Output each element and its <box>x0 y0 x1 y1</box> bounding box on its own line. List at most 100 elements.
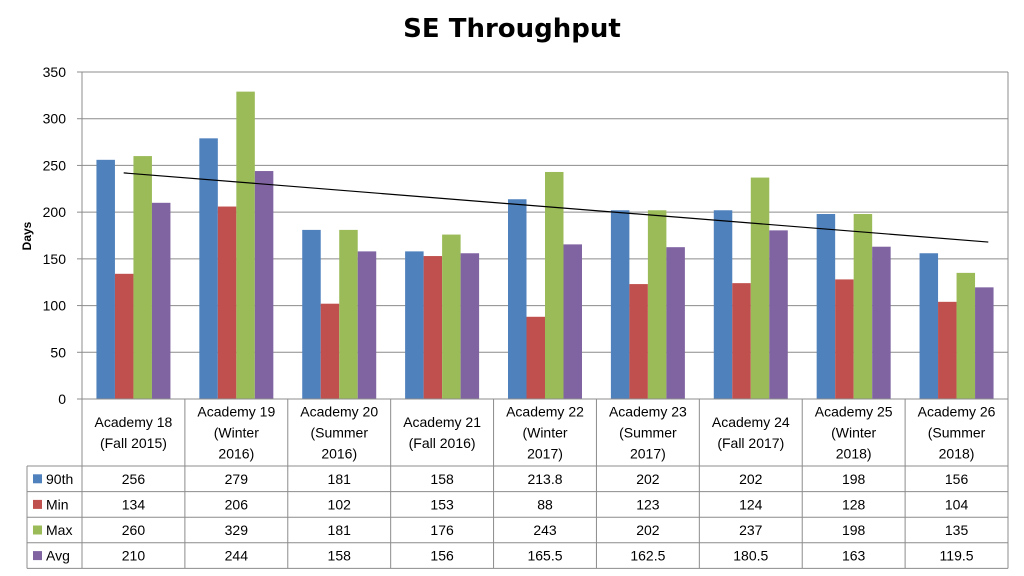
bar-90th <box>405 251 424 399</box>
x-category-label: Academy 21 (Fall 2016) <box>403 414 481 451</box>
x-category-label: Academy 19 (Winter 2016) <box>197 404 275 462</box>
x-category-label: Academy 24 (Fall 2017) <box>712 414 790 451</box>
bar-max <box>133 156 152 399</box>
y-tick-label: 0 <box>58 391 66 407</box>
legend-key-max <box>33 525 42 535</box>
legend-key-avg <box>33 551 42 561</box>
data-label-min: 104 <box>945 496 969 512</box>
data-label-90th: 158 <box>430 471 454 487</box>
legend-label-90th: 90th <box>46 471 73 487</box>
bar-avg <box>357 251 377 399</box>
bar-90th <box>713 210 733 399</box>
y-axis-label: Days <box>20 221 34 250</box>
x-category-label: Academy 23 (Summer 2017) <box>609 404 687 462</box>
bar-min <box>732 283 751 399</box>
bar-avg <box>666 247 685 399</box>
bar-min <box>114 273 134 399</box>
bar-min <box>320 303 340 399</box>
data-label-max: 198 <box>842 522 866 538</box>
data-label-avg: 244 <box>225 548 249 564</box>
x-category-label: Academy 25 (Winter 2018) <box>815 404 893 462</box>
bar-90th <box>302 229 321 399</box>
data-label-90th: 279 <box>225 471 249 487</box>
data-label-max: 260 <box>122 522 146 538</box>
data-label-max: 329 <box>225 522 249 538</box>
data-label-90th: 181 <box>328 471 352 487</box>
data-label-90th: 213.8 <box>527 471 562 487</box>
legend-label-avg: Avg <box>46 548 70 564</box>
bar-max <box>442 234 461 399</box>
x-category-label: Academy 18 (Fall 2015) <box>95 414 173 451</box>
bar-avg <box>151 202 171 399</box>
data-label-min: 134 <box>122 496 146 512</box>
bar-max <box>956 272 976 399</box>
bar-max <box>339 229 358 399</box>
data-label-min: 88 <box>537 496 553 512</box>
bar-90th <box>96 159 115 399</box>
data-label-max: 176 <box>430 522 454 538</box>
bar-avg <box>975 287 994 399</box>
x-category-label: Academy 26 (Summer 2018) <box>918 404 996 462</box>
bar-max <box>750 177 770 399</box>
data-label-avg: 156 <box>430 548 454 564</box>
data-label-90th: 202 <box>739 471 763 487</box>
data-label-min: 123 <box>636 496 660 512</box>
legend-key-90th <box>33 474 42 484</box>
x-category-label: Academy 20 (Summer 2016) <box>300 404 378 462</box>
data-label-min: 102 <box>328 496 352 512</box>
y-tick-label: 100 <box>43 298 67 314</box>
bar-min <box>629 284 648 399</box>
bar-avg <box>769 230 788 399</box>
data-label-min: 128 <box>842 496 866 512</box>
chart-title: SE Throughput <box>403 14 621 44</box>
y-tick-label: 150 <box>43 251 67 267</box>
bar-90th <box>610 210 630 399</box>
data-label-avg: 162.5 <box>630 548 665 564</box>
data-label-max: 202 <box>636 522 660 538</box>
data-label-max: 237 <box>739 522 763 538</box>
data-label-min: 206 <box>225 496 249 512</box>
data-label-max: 135 <box>945 522 969 538</box>
y-tick-label: 300 <box>43 111 67 127</box>
bar-min <box>835 279 854 399</box>
data-label-avg: 119.5 <box>940 548 974 564</box>
data-label-avg: 158 <box>328 548 352 564</box>
data-label-min: 124 <box>739 496 763 512</box>
trendline <box>123 172 989 243</box>
legend-label-max: Max <box>46 522 72 538</box>
x-category-label: Academy 22 (Winter 2017) <box>506 404 584 462</box>
data-label-90th: 198 <box>842 471 866 487</box>
bar-min <box>423 256 443 399</box>
bar-90th <box>199 138 218 399</box>
bar-avg <box>460 253 480 399</box>
bar-90th <box>508 199 527 399</box>
y-tick-label: 50 <box>50 344 66 360</box>
y-tick-label: 350 <box>43 64 67 80</box>
bar-max <box>647 210 667 399</box>
bar-avg <box>872 246 891 399</box>
data-label-avg: 180.5 <box>733 548 768 564</box>
bar-min <box>938 301 957 399</box>
bar-avg <box>254 171 274 399</box>
bar-avg <box>563 244 582 399</box>
data-label-90th: 156 <box>945 471 969 487</box>
bar-max <box>545 171 564 399</box>
data-label-min: 153 <box>430 496 454 512</box>
data-label-avg: 163 <box>842 548 866 564</box>
bar-min <box>217 206 237 399</box>
y-tick-label: 200 <box>43 204 67 220</box>
bar-max <box>236 91 255 400</box>
bar-max <box>853 214 873 399</box>
data-label-avg: 210 <box>122 548 146 564</box>
bar-90th <box>816 214 836 399</box>
data-label-90th: 202 <box>636 471 660 487</box>
bar-90th <box>919 253 939 399</box>
data-label-avg: 165.5 <box>527 548 562 564</box>
bar-min <box>526 316 545 399</box>
data-label-max: 181 <box>328 522 352 538</box>
data-label-90th: 256 <box>122 471 146 487</box>
y-tick-label: 250 <box>43 157 67 173</box>
legend-key-min <box>33 499 42 509</box>
legend-label-min: Min <box>46 496 69 512</box>
